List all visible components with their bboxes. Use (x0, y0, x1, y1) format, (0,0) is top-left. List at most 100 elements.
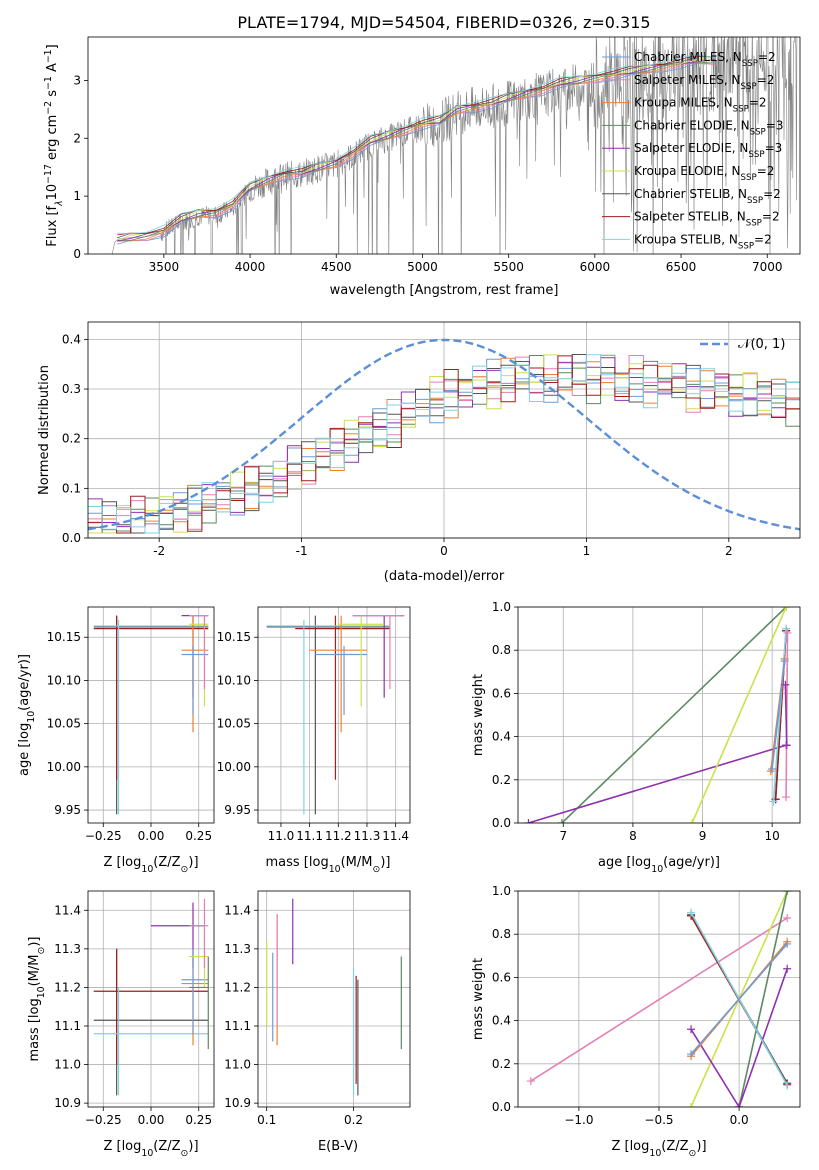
massweight-age-xlabel-part: age [log (598, 855, 651, 870)
age-mass-panel-xtick-label: 11.4 (382, 829, 409, 843)
age-Z-panel-ytick-label: 10.00 (47, 760, 81, 774)
age-Z-xlabel-part: (Z/Z (153, 855, 180, 870)
mass-weight-marker (687, 908, 696, 917)
mass-weight-marker (783, 628, 792, 637)
mass-weight-marker (783, 914, 792, 922)
legend-label-part: =2 (754, 232, 772, 246)
model-spectrum-line (117, 54, 716, 235)
age-ylabel-part: age [log (17, 723, 32, 776)
legend-label-part: Chabrier ELODIE, N (634, 118, 750, 132)
massweight-age-panel-xtick-label: 7 (559, 829, 567, 843)
mass-Z-panel-border (87, 890, 215, 1108)
legend-label: Chabrier MILES, NSSP=2 (634, 50, 776, 69)
legend-label: Chabrier STELIB, NSSP=2 (634, 187, 781, 206)
legend-label-part: Salpeter MILES, N (634, 73, 741, 87)
massweight-age-panel-ytick-label: 0.8 (492, 643, 511, 657)
legend-label: Kroupa STELIB, NSSP=2 (634, 232, 772, 251)
mass-Z-panel-ytick-label: 11.0 (54, 1058, 81, 1072)
mass-weight-marker (782, 741, 791, 750)
mass-weight-marker (782, 624, 791, 633)
massweight-age-xlabel: age [log10(age/yr)] (598, 855, 720, 875)
massweight-age-panel-ytick-label: 0.4 (492, 730, 511, 744)
mass-weight-marker (557, 819, 566, 823)
legend-label-part: SSP (742, 59, 758, 69)
massweight-Z-panel-xtick-label: −0.5 (644, 1113, 673, 1127)
mass-EBV-panel-ytick-label: 11.3 (224, 942, 251, 956)
legend-label-part: =2 (757, 164, 775, 178)
mass-weight-line (738, 891, 788, 1107)
age-Z-xlabel: Z [log10(Z/Z⊙)] (103, 855, 198, 875)
massweight-age-panel-xtick-label: 9 (699, 829, 707, 843)
mass-weight-marker (735, 1103, 744, 1107)
mass-weight-line (690, 968, 788, 1107)
massweight-Z-xlabel-part: 10 (649, 1148, 661, 1159)
mass-weight-marker (781, 680, 790, 689)
massweight-age-panel: 7 8 9 10 0.0 0.2 0.4 0.6 0.8 1.0 mass weight age [l… (471, 600, 801, 875)
massweight-Z-panel-border (517, 890, 801, 1108)
residuals-ylabel: Normed distribution (37, 365, 52, 495)
mass-ylabel-part: 10 (36, 986, 47, 998)
residual-histogram-step (88, 354, 800, 534)
residuals-panel-xtick-label: -2 (153, 544, 165, 558)
mass-weight-marker (783, 964, 792, 973)
residuals-panel-xtick-label: 0 (440, 544, 448, 558)
age-Z-xlabel-part: )] (188, 855, 198, 870)
legend-label-part: SSP (741, 82, 757, 92)
mass-EBV-panel-ytick-label: 11.0 (224, 1058, 251, 1072)
mass-weight-line (771, 660, 786, 770)
residuals-panel-xtick-label: -1 (296, 544, 308, 558)
spectrum-panel-ytick-label: 1 (73, 189, 81, 203)
residuals-panel-ytick-label: 0.1 (62, 481, 81, 495)
spectrum-panel: 3500 4000 4500 5000 5500 6000 6500 7000 0 1 2 3 Chab… (43, 36, 801, 298)
age-mass-panel-content (266, 615, 405, 815)
mass-EBV-panel-xtick-label: 0.1 (257, 1113, 276, 1127)
massweight-Z-xlabel-part: (Z/Z (661, 1139, 688, 1154)
legend-label-part: =2 (763, 187, 781, 201)
spectrum-ylabel-part: −17 (43, 164, 54, 184)
figure-title: PLATE=1794, MJD=54504, FIBERID=0326, z=0… (237, 13, 650, 32)
model-spectrum-line (117, 54, 716, 236)
mass-weight-marker (687, 1050, 696, 1059)
legend-label: Kroupa MILES, NSSP=2 (634, 96, 767, 115)
age-ylabel-part: (age/yr)] (17, 654, 32, 711)
mass-ylabel-part: ⊙ (36, 947, 47, 955)
mass-EBV-panel-ytick-label: 11.2 (224, 980, 251, 994)
age-ylabel: age [log10(age/yr)] (17, 654, 37, 776)
observed-spectrum-line (111, 37, 798, 254)
spectrum-panel-content (111, 37, 798, 254)
spectrum-panel-xtick-label: 3500 (149, 260, 180, 274)
mass-Z-panel-ytick-label: 10.9 (54, 1096, 81, 1110)
normal-legend-label: 𝒩(0, 1) (738, 337, 785, 352)
mass-weight-marker (782, 793, 791, 802)
age-Z-panel-xtick-label: −0.25 (85, 829, 122, 843)
massweight-age-panel-xtick-label: 8 (629, 829, 637, 843)
legend-label-part: SSP (750, 127, 766, 137)
mass-weight-marker (526, 1077, 535, 1086)
mass-Z-panel: −0.25 0.00 0.25 10.9 11.0 11.1 11.2 11.3 11.4 Z [… (27, 890, 215, 1159)
massweight-Z-panel: −1.0 −0.5 0.0 0.0 0.2 0.4 0.6 0.8 1.0 mass weight… (471, 884, 801, 1159)
spectrum-panel-ytick-label: 0 (73, 247, 81, 261)
age-mass-xlabel-part: (M/M (341, 855, 373, 870)
age-mass-panel-ytick-label: 10.10 (217, 673, 251, 687)
massweight-age-panel-content (524, 607, 792, 823)
legend-label-part: =3 (765, 141, 783, 155)
massweight-Z-panel-ytick-label: 0.0 (492, 1100, 511, 1114)
massweight-Z-panel-xtick-label: −1.0 (564, 1113, 593, 1127)
mass-Z-panel-xtick-label: 0.25 (185, 1113, 212, 1127)
massweight-Z-panel-xtick-label: 0.0 (730, 1113, 749, 1127)
mass-weight-marker (688, 819, 697, 823)
age-Z-xlabel-part: ⊙ (181, 864, 189, 875)
mass-Z-xlabel: Z [log10(Z/Z⊙)] (103, 1139, 198, 1159)
mass-Z-xlabel-part: Z [log (103, 1139, 141, 1154)
residuals-panel-ytick-label: 0.3 (62, 382, 81, 396)
legend-label-part: =3 (766, 118, 784, 132)
legend-label-part: SSP (738, 241, 754, 251)
massweight-Z-panel-ylabel: mass weight (471, 958, 486, 1040)
ebv-xlabel: E(B-V) (318, 1139, 358, 1154)
mass-weight-line (528, 744, 787, 823)
normal-curve (88, 338, 800, 531)
age-Z-panel-ytick-label: 10.10 (47, 673, 81, 687)
residuals-panel-ytick-label: 0.4 (62, 332, 81, 346)
